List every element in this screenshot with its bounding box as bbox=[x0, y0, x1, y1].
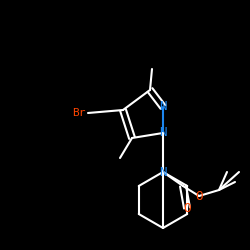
Text: O: O bbox=[195, 190, 203, 202]
Text: N: N bbox=[159, 166, 167, 178]
Text: N: N bbox=[159, 100, 167, 114]
Text: O: O bbox=[183, 202, 191, 214]
Text: Br: Br bbox=[72, 108, 86, 118]
Text: N: N bbox=[159, 126, 167, 140]
